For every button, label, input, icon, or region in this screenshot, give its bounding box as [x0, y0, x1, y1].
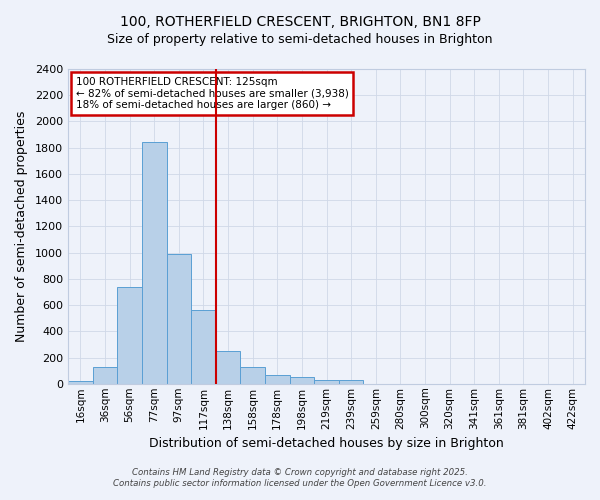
- Text: 100 ROTHERFIELD CRESCENT: 125sqm
← 82% of semi-detached houses are smaller (3,93: 100 ROTHERFIELD CRESCENT: 125sqm ← 82% o…: [76, 77, 349, 110]
- Bar: [92, 366, 117, 384]
- X-axis label: Distribution of semi-detached houses by size in Brighton: Distribution of semi-detached houses by …: [149, 437, 504, 450]
- Bar: [216, 351, 241, 384]
- Bar: [314, 380, 339, 384]
- Bar: [68, 381, 92, 384]
- Bar: [290, 377, 314, 384]
- Text: Contains HM Land Registry data © Crown copyright and database right 2025.
Contai: Contains HM Land Registry data © Crown c…: [113, 468, 487, 487]
- Bar: [241, 366, 265, 384]
- Text: 100, ROTHERFIELD CRESCENT, BRIGHTON, BN1 8FP: 100, ROTHERFIELD CRESCENT, BRIGHTON, BN1…: [119, 15, 481, 29]
- Y-axis label: Number of semi-detached properties: Number of semi-detached properties: [15, 110, 28, 342]
- Bar: [265, 374, 290, 384]
- Bar: [117, 288, 142, 384]
- Text: Size of property relative to semi-detached houses in Brighton: Size of property relative to semi-detach…: [107, 32, 493, 46]
- Bar: [167, 254, 191, 384]
- Bar: [142, 142, 167, 384]
- Bar: [339, 380, 364, 384]
- Bar: [191, 310, 216, 384]
